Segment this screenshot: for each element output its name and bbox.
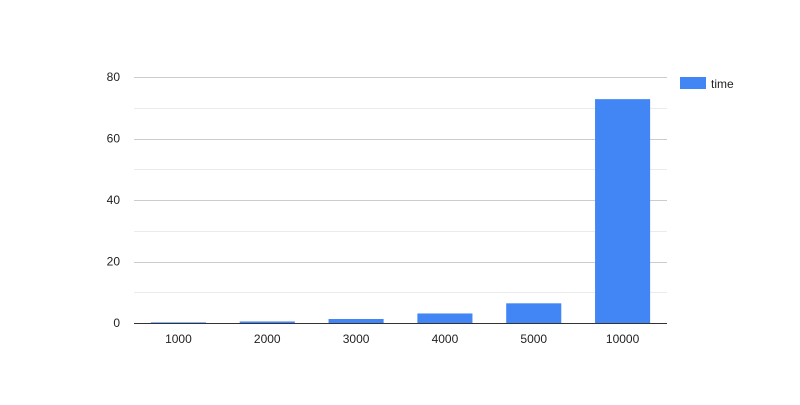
x-tick-label: 4000 [432, 332, 459, 346]
y-tick-label: 40 [107, 193, 121, 207]
legend: time [680, 77, 734, 91]
x-tick-label: 3000 [343, 332, 370, 346]
x-tick-label: 1000 [165, 332, 192, 346]
bar-5000 [506, 303, 562, 323]
y-tick-label: 0 [113, 316, 120, 330]
x-tick-label: 10000 [606, 332, 640, 346]
gridlines [134, 77, 667, 293]
x-tick-label: 2000 [254, 332, 281, 346]
bar-3000 [328, 319, 384, 323]
bar-1000 [150, 322, 206, 323]
y-tick-label: 80 [107, 70, 121, 84]
bar-10000 [595, 99, 651, 323]
y-tick-label: 60 [107, 132, 121, 146]
y-axis-tick-labels: 0 20 40 60 80 [107, 70, 121, 330]
x-tick-label: 5000 [520, 332, 547, 346]
bar-4000 [417, 313, 473, 323]
bars [150, 99, 651, 323]
bar-2000 [239, 321, 295, 323]
legend-label: time [711, 77, 734, 91]
y-tick-label: 20 [107, 255, 121, 269]
x-axis-tick-labels: 1000 2000 3000 4000 5000 10000 [165, 332, 640, 346]
legend-swatch [680, 77, 706, 89]
